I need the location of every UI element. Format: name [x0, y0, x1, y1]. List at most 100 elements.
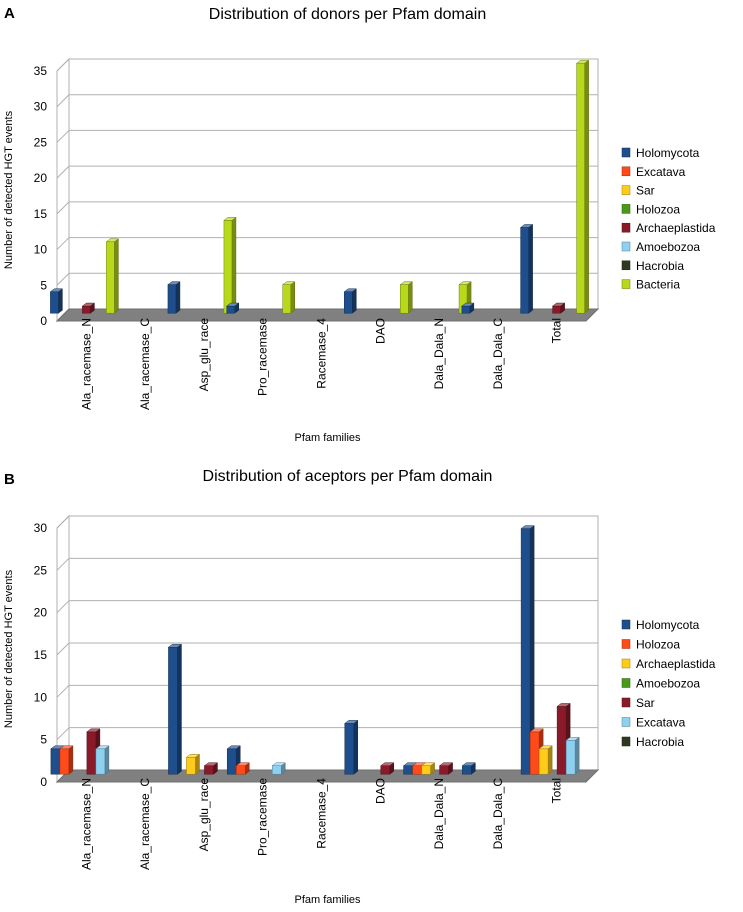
y-tick-label: 5: [40, 278, 47, 292]
legend-label: Hacrobia: [636, 259, 684, 273]
gridline-side: [56, 600, 70, 614]
legend-swatch: [621, 241, 631, 252]
gridline-side: [56, 165, 70, 179]
legend-label: Amoebozoa: [636, 240, 700, 254]
bar-holomycota-dala_dala_c: [461, 762, 477, 775]
legend-label: Amoebozoa: [636, 677, 700, 691]
y-tick-label: 25: [34, 563, 48, 577]
legend-swatch: [621, 619, 631, 630]
x-tick-label: Ala_racemase_C: [138, 318, 152, 410]
y-tick-label: 15: [34, 207, 48, 221]
x-tick-label: Ala_racemase_N: [79, 778, 93, 870]
legend: Holomycota Holozoa Archaeplastida Amoebozoa…: [621, 618, 716, 749]
bar-archaeplastida-total: [538, 745, 553, 775]
gridline-side: [56, 557, 70, 571]
legend-swatch: [621, 678, 631, 688]
x-tick-label: Asp_glu_race: [197, 778, 211, 852]
gridline-side: [56, 58, 70, 72]
x-tick-label: Pro_racemase: [256, 778, 270, 856]
gridline-side: [56, 201, 70, 215]
y-tick-label: 0: [40, 775, 47, 789]
panel-letter: A: [4, 5, 15, 22]
bar-holomycota-asp_glu_race: [167, 643, 183, 775]
bar-archaeplastida-asp_glu_race: [185, 753, 201, 775]
legend-swatch: [621, 717, 631, 727]
bar-holomycota-dala_dala_c: [461, 302, 475, 314]
gridline-side: [56, 727, 70, 741]
legend: Holomycota Excatava Sar Holozoa Archaeplasti…: [621, 146, 716, 292]
x-tick-label: Ala_racemase_N: [79, 318, 93, 410]
legend-swatch: [621, 166, 631, 177]
y-tick-label: 30: [34, 100, 48, 114]
plot-back-wall: [68, 58, 599, 310]
y-tick-label: 5: [40, 733, 47, 747]
legend-swatch: [621, 639, 631, 649]
x-tick-label: Pro_racemase: [256, 318, 270, 396]
bar-archaeplastida-ala_racemase_n: [81, 302, 96, 314]
legend-label: Sar: [636, 696, 655, 710]
bar-bacteria-ala_racemase_n: [105, 238, 120, 314]
gridline-side: [56, 515, 70, 529]
bar-holomycota-total: [520, 525, 535, 775]
panel-letter: B: [4, 471, 15, 488]
legend-swatch: [621, 147, 631, 158]
y-tick-label: 15: [34, 648, 48, 662]
bar-archaeplastida-total: [551, 302, 566, 314]
chart-title: Distribution of donors per Pfam domain: [209, 6, 486, 23]
legend-label: Holozoa: [636, 638, 680, 652]
gridline-side: [56, 684, 70, 698]
x-axis-label: Pfam families: [294, 432, 361, 444]
gridline-side: [56, 272, 70, 286]
legend-label: Hacrobia: [636, 735, 684, 749]
bar-holomycota-dao: [343, 288, 358, 314]
bar-holomycota-asp_glu_race: [167, 281, 181, 314]
bar-holomycota-pro_racemase: [225, 302, 240, 314]
bar-holozoa-ala_racemase_n: [59, 745, 74, 775]
bar-bacteria-pro_racemase: [281, 281, 296, 314]
y-axis-label: Number of detected HGT events: [3, 110, 15, 269]
chart-panel-b: B Distribution of aceptors per Pfam domai…: [3, 468, 716, 906]
bar-holomycota-ala_racemase_n: [49, 288, 64, 314]
bar-excatava-total: [565, 736, 580, 775]
x-tick-label: Asp_glu_race: [197, 318, 211, 392]
y-tick-label: 30: [34, 521, 48, 535]
gridline-side: [56, 94, 70, 108]
gridline-side: [56, 642, 70, 656]
y-tick-label: 10: [34, 690, 48, 704]
legend-label: Excatava: [636, 716, 686, 730]
y-tick-label: 20: [34, 171, 48, 185]
x-tick-label: Racemase_4: [315, 318, 329, 389]
bar-bacteria-asp_glu_race: [223, 216, 237, 314]
legend-label: Holozoa: [636, 202, 680, 216]
y-tick-label: 35: [34, 64, 48, 78]
legend-swatch: [621, 279, 631, 289]
bar-sar-asp_glu_race: [203, 762, 219, 775]
legend-label: Sar: [636, 184, 655, 198]
x-tick-label: Racemase_4: [315, 778, 329, 849]
bar-sar-dala_dala_n: [438, 762, 454, 775]
x-tick-label: Total: [550, 318, 564, 343]
x-tick-label: Total: [550, 778, 564, 803]
legend-swatch: [621, 185, 631, 195]
legend-swatch: [621, 697, 631, 708]
legend-label: Holomycota: [636, 146, 700, 160]
x-axis-label: Pfam families: [294, 894, 361, 906]
bar-holomycota-dao: [344, 719, 359, 775]
x-tick-label: DAO: [373, 318, 387, 344]
legend-swatch: [621, 736, 631, 747]
chart-panel-a: A Distribution of donors per Pfam domain 0…: [3, 5, 716, 444]
legend-swatch: [621, 204, 631, 214]
x-tick-label: Dala_Dala_C: [491, 318, 505, 390]
y-tick-label: 20: [34, 606, 48, 620]
bar-archaeplastida-dala_dala_n: [420, 762, 436, 775]
legend-label: Holomycota: [636, 618, 700, 632]
y-tick-label: 0: [40, 314, 47, 328]
bar-holomycota-total: [519, 223, 534, 314]
bar-bacteria-dao: [399, 281, 414, 314]
x-tick-label: Dala_Dala_N: [432, 318, 446, 389]
bar-sar-dao: [380, 762, 395, 775]
gridline-side: [56, 237, 70, 250]
y-tick-label: 25: [34, 135, 48, 149]
legend-swatch: [621, 260, 631, 271]
y-tick-label: 10: [34, 243, 48, 257]
